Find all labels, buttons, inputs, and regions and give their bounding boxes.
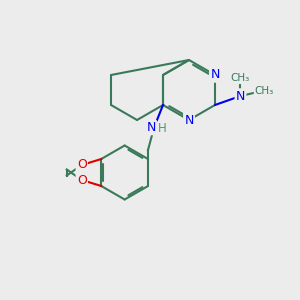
Text: N: N <box>184 113 194 127</box>
Text: N: N <box>236 89 245 103</box>
Text: O: O <box>77 158 87 172</box>
Text: O: O <box>77 173 87 187</box>
Text: CH₃: CH₃ <box>231 73 250 83</box>
Text: H: H <box>158 122 167 136</box>
Text: N: N <box>146 121 156 134</box>
Text: N: N <box>210 68 220 82</box>
Text: CH₃: CH₃ <box>255 86 274 97</box>
